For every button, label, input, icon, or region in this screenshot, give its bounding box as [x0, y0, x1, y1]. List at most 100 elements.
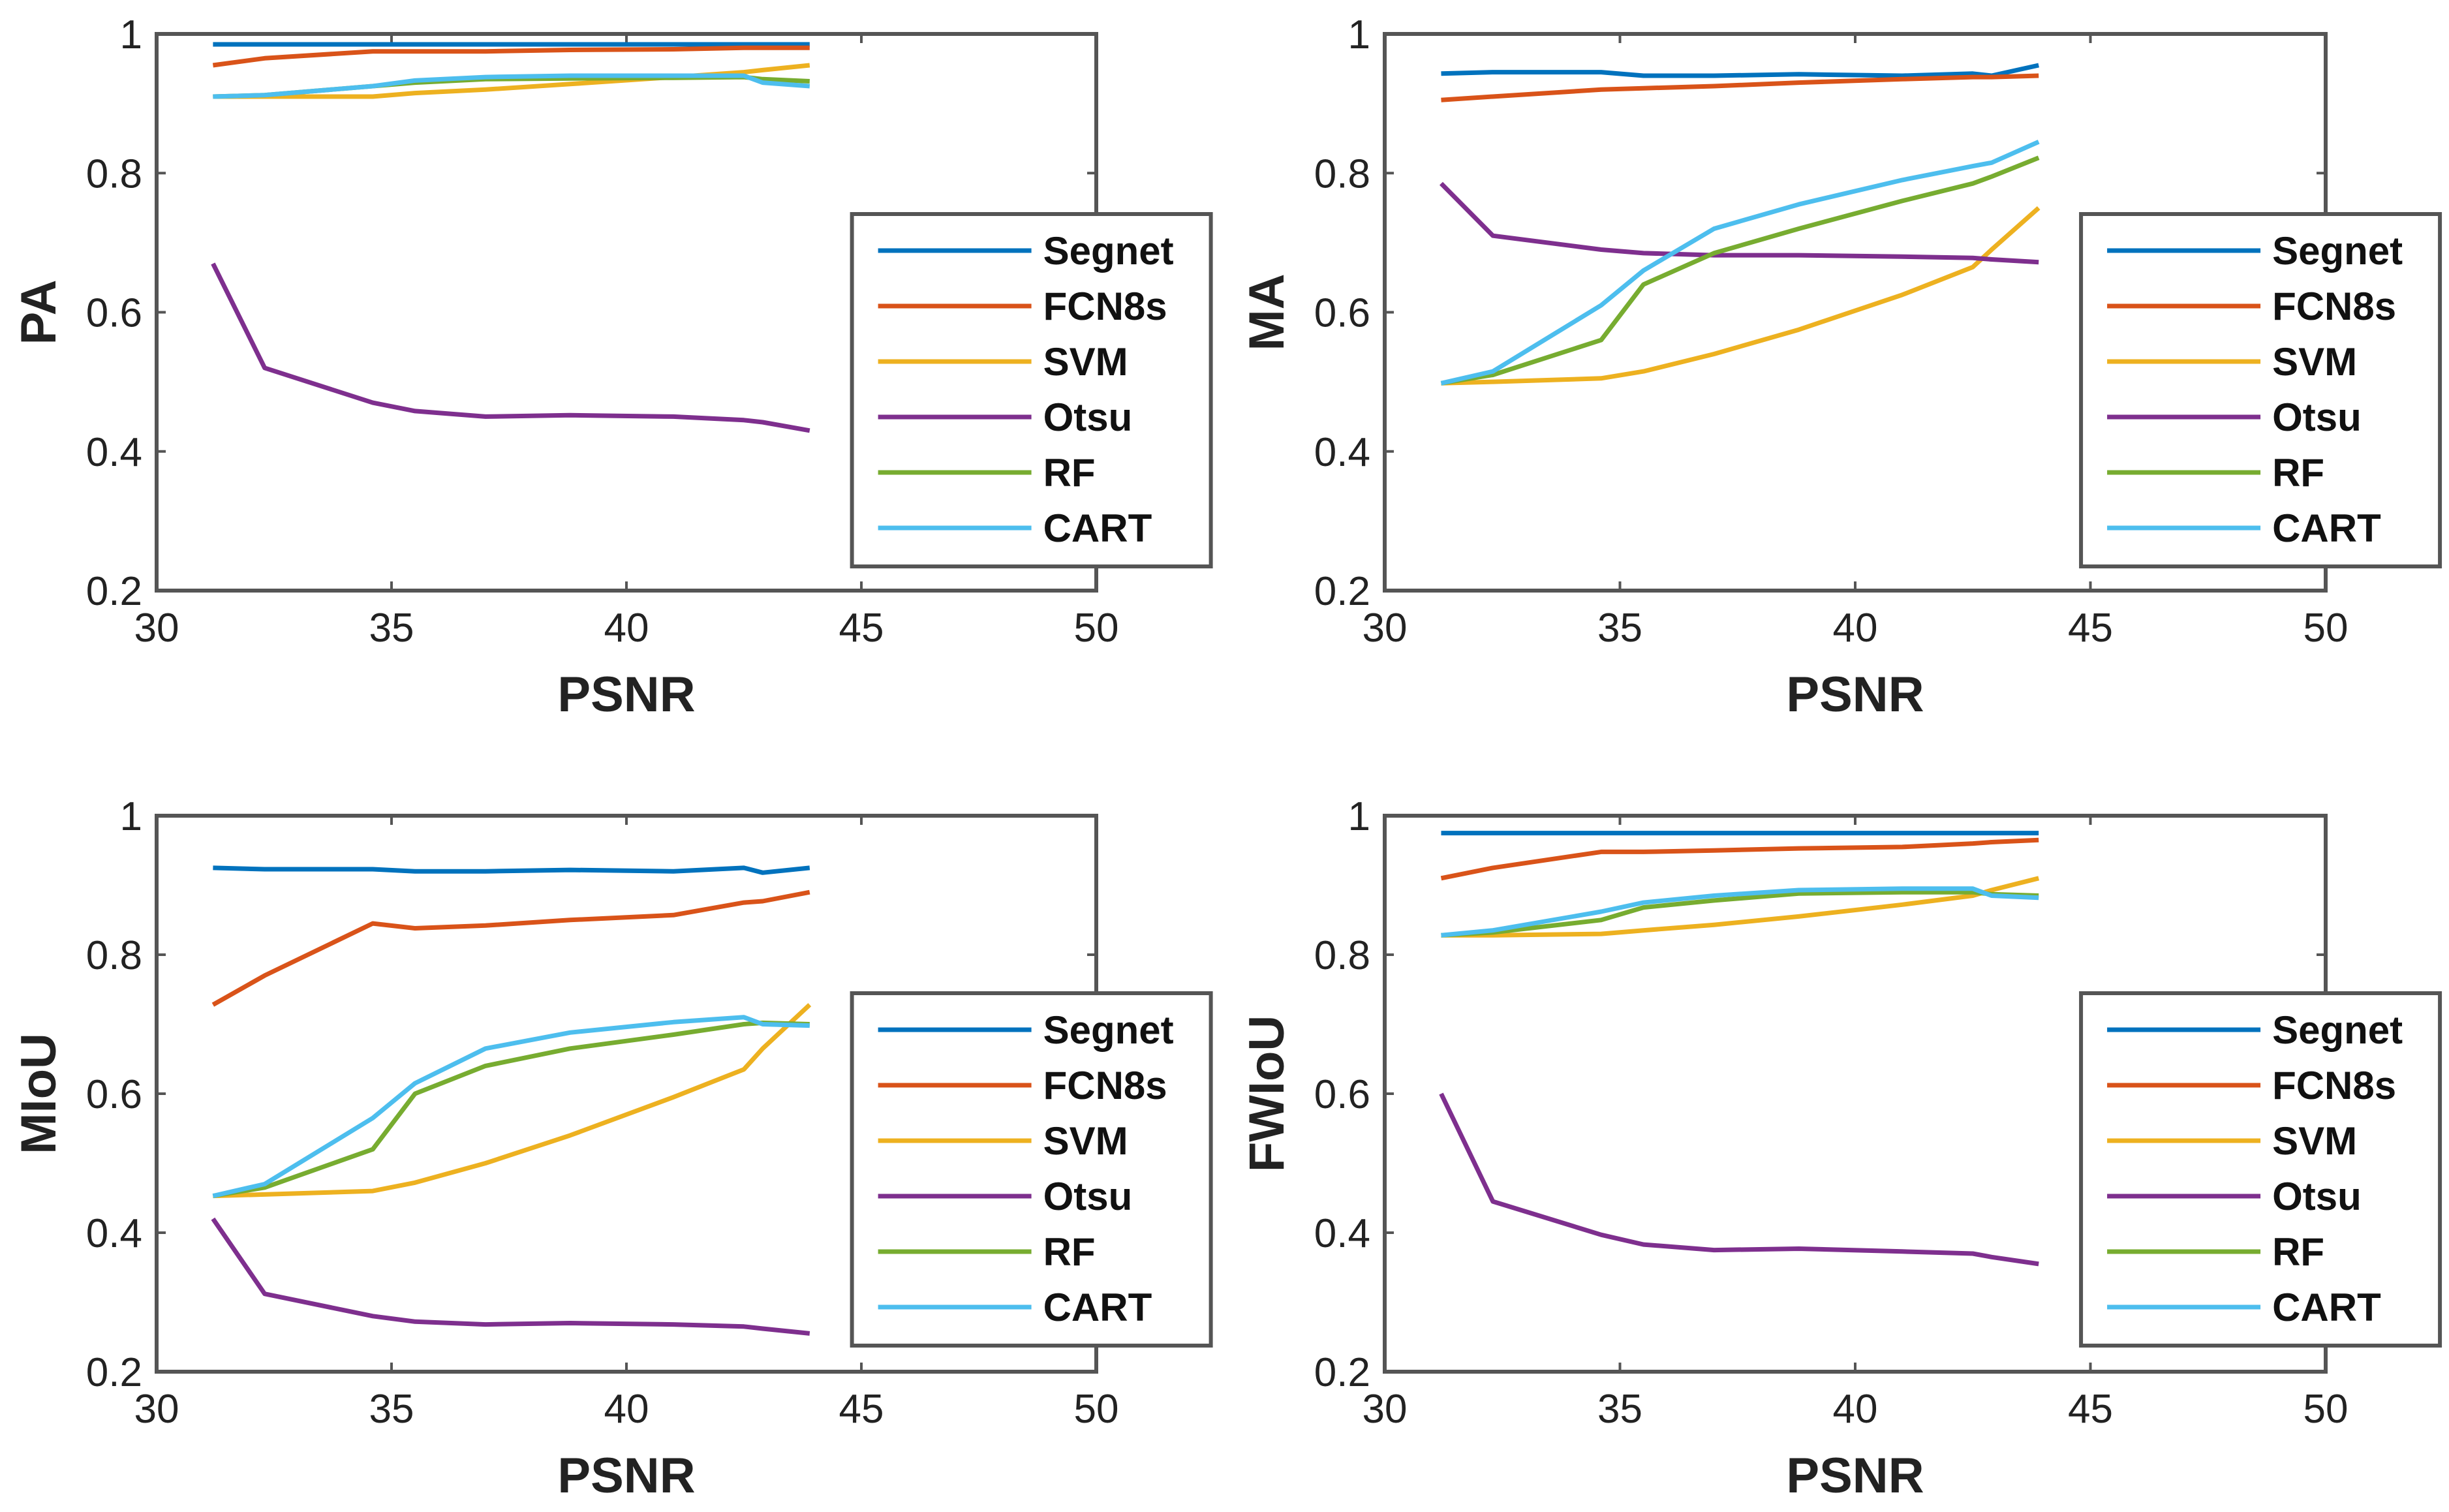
series-line-otsu: [1439, 1092, 2039, 1267]
legend-label-segnet: Segnet: [1043, 1008, 1174, 1052]
legend-label-svm: SVM: [2272, 340, 2357, 384]
legend-label-otsu: Otsu: [2272, 395, 2362, 439]
x-axis-label: PSNR: [1786, 1448, 1924, 1504]
series-line-cart: [212, 1015, 810, 1199]
series-line-fcn8s: [1440, 837, 2039, 881]
y-tick-label: 0.4: [1314, 430, 1370, 475]
x-tick-label: 35: [1597, 606, 1642, 651]
legend-label-svm: SVM: [2272, 1119, 2357, 1163]
legend-label-otsu: Otsu: [2272, 1175, 2362, 1218]
x-tick-label: 45: [2068, 606, 2113, 651]
x-tick-label: 35: [1597, 1387, 1642, 1432]
legend-label-fcn8s: FCN8s: [1043, 285, 1167, 328]
y-tick-label: 1: [120, 794, 142, 839]
series-line-rf: [212, 1020, 810, 1199]
x-tick-label: 30: [1363, 1387, 1408, 1432]
y-tick-label: 1: [1348, 794, 1370, 839]
x-tick-label: 30: [134, 606, 179, 651]
y-tick-label: 0.4: [86, 1211, 142, 1256]
y-tick-label: 0.4: [1314, 1211, 1370, 1256]
x-tick-label: 40: [1833, 1387, 1878, 1432]
chart-panel-miou: 30 35 40 45 50 0.2 0.4 0.6 0.8 1 PSNR MIoU Segnet FCN…: [11, 794, 1213, 1504]
legend-label-cart: CART: [1043, 1286, 1152, 1329]
series-line-cart: [1441, 886, 2039, 938]
legend: Segnet FCN8s SVM Otsu RF CART: [2079, 212, 2442, 568]
legend: Segnet FCN8s SVM Otsu RF CART: [850, 991, 1213, 1348]
series-line-rf: [1440, 155, 2040, 386]
legend-label-fcn8s: FCN8s: [1043, 1064, 1167, 1107]
legend-label-fcn8s: FCN8s: [2272, 285, 2396, 328]
series-line-otsu: [211, 1217, 810, 1336]
y-tick-label: 0.2: [1314, 569, 1370, 614]
x-tick-label: 50: [2303, 606, 2349, 651]
legend: Segnet FCN8s SVM Otsu RF CART: [850, 212, 1213, 568]
y-axis-label: MA: [1239, 273, 1295, 350]
x-axis-label: PSNR: [557, 1448, 695, 1504]
x-tick-label: 40: [1833, 606, 1878, 651]
legend-label-fcn8s: FCN8s: [2272, 1064, 2396, 1107]
x-tick-label: 45: [2068, 1387, 2113, 1432]
x-tick-label: 35: [369, 1387, 414, 1432]
x-axis-label: PSNR: [557, 667, 695, 722]
series-line-segnet: [1441, 63, 2039, 78]
x-tick-label: 40: [604, 1387, 649, 1432]
series-line-fcn8s: [1441, 73, 2039, 102]
x-tick-label: 50: [1074, 606, 1119, 651]
legend-label-rf: RF: [1043, 1230, 1096, 1274]
legend-label-cart: CART: [2272, 506, 2381, 550]
y-tick-label: 0.6: [86, 291, 142, 336]
y-tick-label: 0.8: [86, 151, 142, 196]
y-tick-label: 0.6: [1314, 1072, 1370, 1117]
legend-label-segnet: Segnet: [1043, 229, 1174, 273]
legend-label-svm: SVM: [1043, 1119, 1128, 1163]
y-tick-label: 1: [120, 12, 142, 57]
legend-label-otsu: Otsu: [1043, 1175, 1133, 1218]
x-tick-label: 40: [604, 606, 649, 651]
legend-label-otsu: Otsu: [1043, 395, 1133, 439]
y-tick-label: 0.2: [1314, 1350, 1370, 1395]
legend-label-rf: RF: [2272, 451, 2324, 495]
chart-panel-fwiou: 30 35 40 45 50 0.2 0.4 0.6 0.8 1 PSNR FWIoU Segnet FC…: [1239, 794, 2442, 1504]
series-line-svm: [213, 63, 810, 99]
series-line-fcn8s: [212, 45, 810, 68]
y-axis-label: FWIoU: [1239, 1015, 1295, 1173]
legend-label-svm: SVM: [1043, 340, 1128, 384]
legend-label-rf: RF: [2272, 1230, 2324, 1274]
legend-label-segnet: Segnet: [2272, 1008, 2403, 1052]
y-tick-label: 0.8: [1314, 933, 1370, 978]
series-line-fcn8s: [211, 889, 810, 1007]
legend-label-cart: CART: [2272, 1286, 2381, 1329]
series-line-otsu: [211, 262, 810, 433]
legend-box: [2079, 212, 2442, 568]
x-tick-label: 45: [839, 606, 884, 651]
legend: Segnet FCN8s SVM Otsu RF CART: [2079, 991, 2442, 1348]
y-tick-label: 0.6: [1314, 291, 1370, 336]
series-line-otsu: [1440, 181, 2039, 265]
series-line-segnet: [213, 865, 810, 875]
legend-label-cart: CART: [1043, 506, 1152, 550]
legend-box: [850, 212, 1213, 568]
chart-panel-pa: 30 35 40 45 50 0.2 0.4 0.6 0.8 1 PSNR PA Segnet FCN8s…: [11, 12, 1213, 722]
x-tick-label: 30: [1363, 606, 1408, 651]
y-tick-label: 0.2: [86, 1350, 142, 1395]
legend-label-rf: RF: [1043, 451, 1096, 495]
chart-panel-ma: 30 35 40 45 50 0.2 0.4 0.6 0.8 1 PSNR MA Segnet FCN8s…: [1239, 12, 2442, 722]
legend-label-segnet: Segnet: [2272, 229, 2403, 273]
x-tick-label: 45: [839, 1387, 884, 1432]
y-tick-label: 0.8: [1314, 151, 1370, 196]
x-tick-label: 30: [134, 1387, 179, 1432]
x-axis-label: PSNR: [1786, 667, 1924, 722]
series-line-cart: [1440, 140, 2040, 386]
series-line-cart: [213, 73, 810, 99]
legend-box: [850, 991, 1213, 1348]
y-tick-label: 0.8: [86, 933, 142, 978]
y-tick-label: 0.4: [86, 430, 142, 475]
y-tick-label: 0.6: [86, 1072, 142, 1117]
y-tick-label: 1: [1348, 12, 1370, 57]
x-tick-label: 50: [1074, 1387, 1119, 1432]
y-axis-label: MIoU: [11, 1033, 67, 1154]
y-tick-label: 0.2: [86, 569, 142, 614]
y-axis-label: PA: [11, 280, 67, 345]
series-line-svm: [213, 1003, 812, 1199]
